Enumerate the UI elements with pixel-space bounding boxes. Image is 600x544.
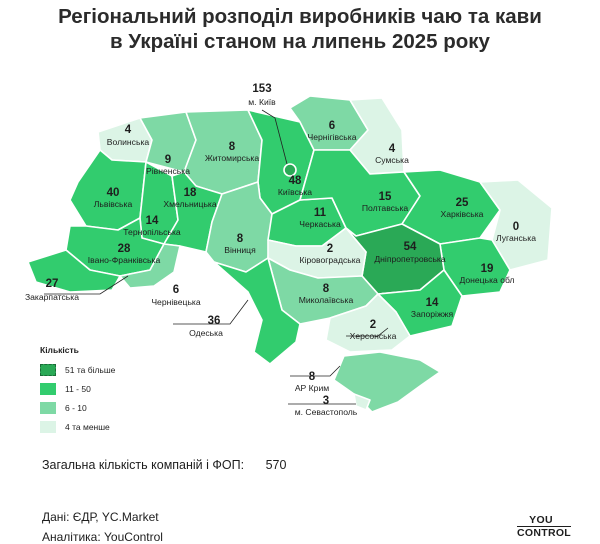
legend-title: Кількість [40, 345, 79, 355]
region-name-kharkiv: Харківська [441, 209, 484, 219]
region-value-cherkasy: 11 [314, 207, 327, 219]
region-value-kyiv-oblast: 48 [289, 175, 302, 187]
region-kherson [325, 293, 411, 353]
region-value-luhansk: 0 [513, 221, 519, 233]
region-value-sevastopol: 3 [323, 395, 329, 407]
region-value-rivne: 9 [165, 154, 171, 166]
legend-label: 51 та більше [65, 364, 116, 375]
region-sevastopol [353, 393, 371, 411]
region-name-ternopil: Тернопільська [123, 227, 181, 237]
region-name-zhytomyr: Житомирська [205, 153, 260, 163]
region-value-sumy: 4 [389, 143, 396, 155]
region-odesa [213, 257, 301, 365]
region-name-ivano-frankivsk: Івано-Франківська [88, 255, 161, 265]
data-source: Дані: ЄДР, YC.Market [42, 510, 159, 524]
region-name-khmelnytskyi: Хмельницька [163, 199, 217, 209]
legend-swatch [40, 420, 56, 433]
region-value-kyiv-city: 153 [252, 83, 271, 95]
legend: Кількість 51 та більше 11 - 50 6 - 10 4 … [40, 345, 115, 436]
region-name-donetsk: Донецька обл [459, 275, 514, 285]
total-summary: Загальна кількість компаній і ФОП: 570 [42, 458, 286, 472]
region-name-lviv: Львівська [94, 199, 133, 209]
title-line-1: Регіональний розподіл виробників чаю та … [58, 5, 542, 28]
region-value-lviv: 40 [107, 187, 120, 199]
region-chernivtsi [119, 243, 181, 289]
region-name-cherkasy: Черкаська [299, 219, 341, 229]
region-value-ternopil: 14 [146, 215, 159, 227]
region-name-kirovohrad: Кіровоградська [300, 255, 361, 265]
logo-bottom: CONTROL [517, 526, 572, 539]
region-value-khmelnytskyi: 18 [184, 187, 197, 199]
region-value-poltava: 15 [379, 191, 392, 203]
legend-label: 6 - 10 [65, 402, 87, 413]
region-name-vinnytsia: Вінниця [224, 245, 256, 255]
region-value-kirovohrad: 2 [327, 243, 333, 255]
region-name-sevastopol: м. Севастополь [295, 407, 358, 417]
legend-swatch [40, 363, 56, 376]
region-name-luhansk: Луганська [496, 233, 536, 243]
total-value: 570 [265, 458, 287, 472]
region-value-dnipro: 54 [404, 241, 417, 253]
legend-swatch [40, 401, 56, 414]
region-crimea [333, 351, 441, 413]
map-regions [27, 95, 553, 413]
leader-lines [44, 109, 389, 405]
youcontrol-logo: YOU CONTROL [517, 514, 572, 539]
legend-label: 11 - 50 [65, 383, 91, 394]
region-name-zaporizhzhia: Запоріжжя [411, 309, 454, 319]
title-line-2: в Україні станом на липень 2025 року [110, 30, 490, 53]
region-value-kharkiv: 25 [456, 197, 469, 209]
legend-label: 4 та менше [65, 421, 110, 432]
region-value-vinnytsia: 8 [237, 233, 244, 245]
region-value-odesa: 36 [208, 315, 221, 327]
legend-item: 4 та менше [40, 417, 115, 436]
region-name-volyn: Волинська [107, 137, 150, 147]
region-name-kyiv-city: м. Київ [248, 97, 276, 107]
total-label: Загальна кількість компаній і ФОП: [42, 458, 245, 472]
region-luhansk [479, 179, 553, 271]
region-name-poltava: Полтавська [362, 203, 409, 213]
region-value-ivano-frankivsk: 28 [118, 243, 131, 255]
region-value-volyn: 4 [125, 124, 132, 136]
region-kyiv-city [283, 163, 297, 177]
region-value-zhytomyr: 8 [229, 141, 236, 153]
region-zakarpattia [27, 249, 121, 293]
legend-swatch [40, 382, 56, 395]
legend-item: 51 та більше [40, 360, 115, 379]
region-value-chernivtsi: 6 [173, 284, 179, 296]
region-name-mykolaiv: Миколаївська [299, 295, 354, 305]
region-value-mykolaiv: 8 [323, 283, 330, 295]
region-value-kherson: 2 [370, 319, 376, 331]
region-name-chernivtsi: Чернівецька [151, 297, 201, 307]
region-value-chernihiv: 6 [329, 120, 335, 132]
region-name-rivne: Рівненська [146, 166, 190, 176]
region-zhytomyr [183, 109, 263, 195]
page-title: Регіональний розподіл виробників чаю та … [0, 4, 600, 54]
legend-item: 6 - 10 [40, 398, 115, 417]
region-name-kyiv-oblast: Київська [278, 187, 312, 197]
region-name-chernihiv: Чернігівська [308, 132, 357, 142]
region-name-zakarpattia: Закарпатська [25, 292, 79, 302]
region-name-kherson: Херсонська [350, 331, 397, 341]
region-name-sumy: Сумська [375, 155, 409, 165]
legend-item: 11 - 50 [40, 379, 115, 398]
region-name-odesa: Одеська [189, 328, 223, 338]
region-value-zakarpattia: 27 [46, 278, 59, 290]
region-value-crimea: 8 [309, 371, 316, 383]
logo-top: YOU [529, 514, 553, 526]
analytics-credit: Аналітика: YouControl [42, 530, 163, 544]
region-name-crimea: АР Крим [295, 383, 329, 393]
region-name-dnipro: Дніпропетровська [374, 254, 446, 264]
region-value-donetsk: 19 [481, 263, 494, 275]
region-value-zaporizhzhia: 14 [426, 297, 439, 309]
